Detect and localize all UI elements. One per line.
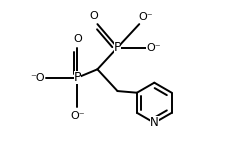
Text: O⁻: O⁻ xyxy=(139,12,153,22)
Text: P: P xyxy=(114,41,121,54)
Text: O: O xyxy=(90,11,98,21)
Text: O: O xyxy=(73,34,82,44)
Text: P: P xyxy=(74,71,81,84)
Text: O⁻: O⁻ xyxy=(70,111,85,121)
Text: N: N xyxy=(150,116,159,129)
Text: ⁻O: ⁻O xyxy=(31,73,45,83)
Text: O⁻: O⁻ xyxy=(146,43,161,53)
